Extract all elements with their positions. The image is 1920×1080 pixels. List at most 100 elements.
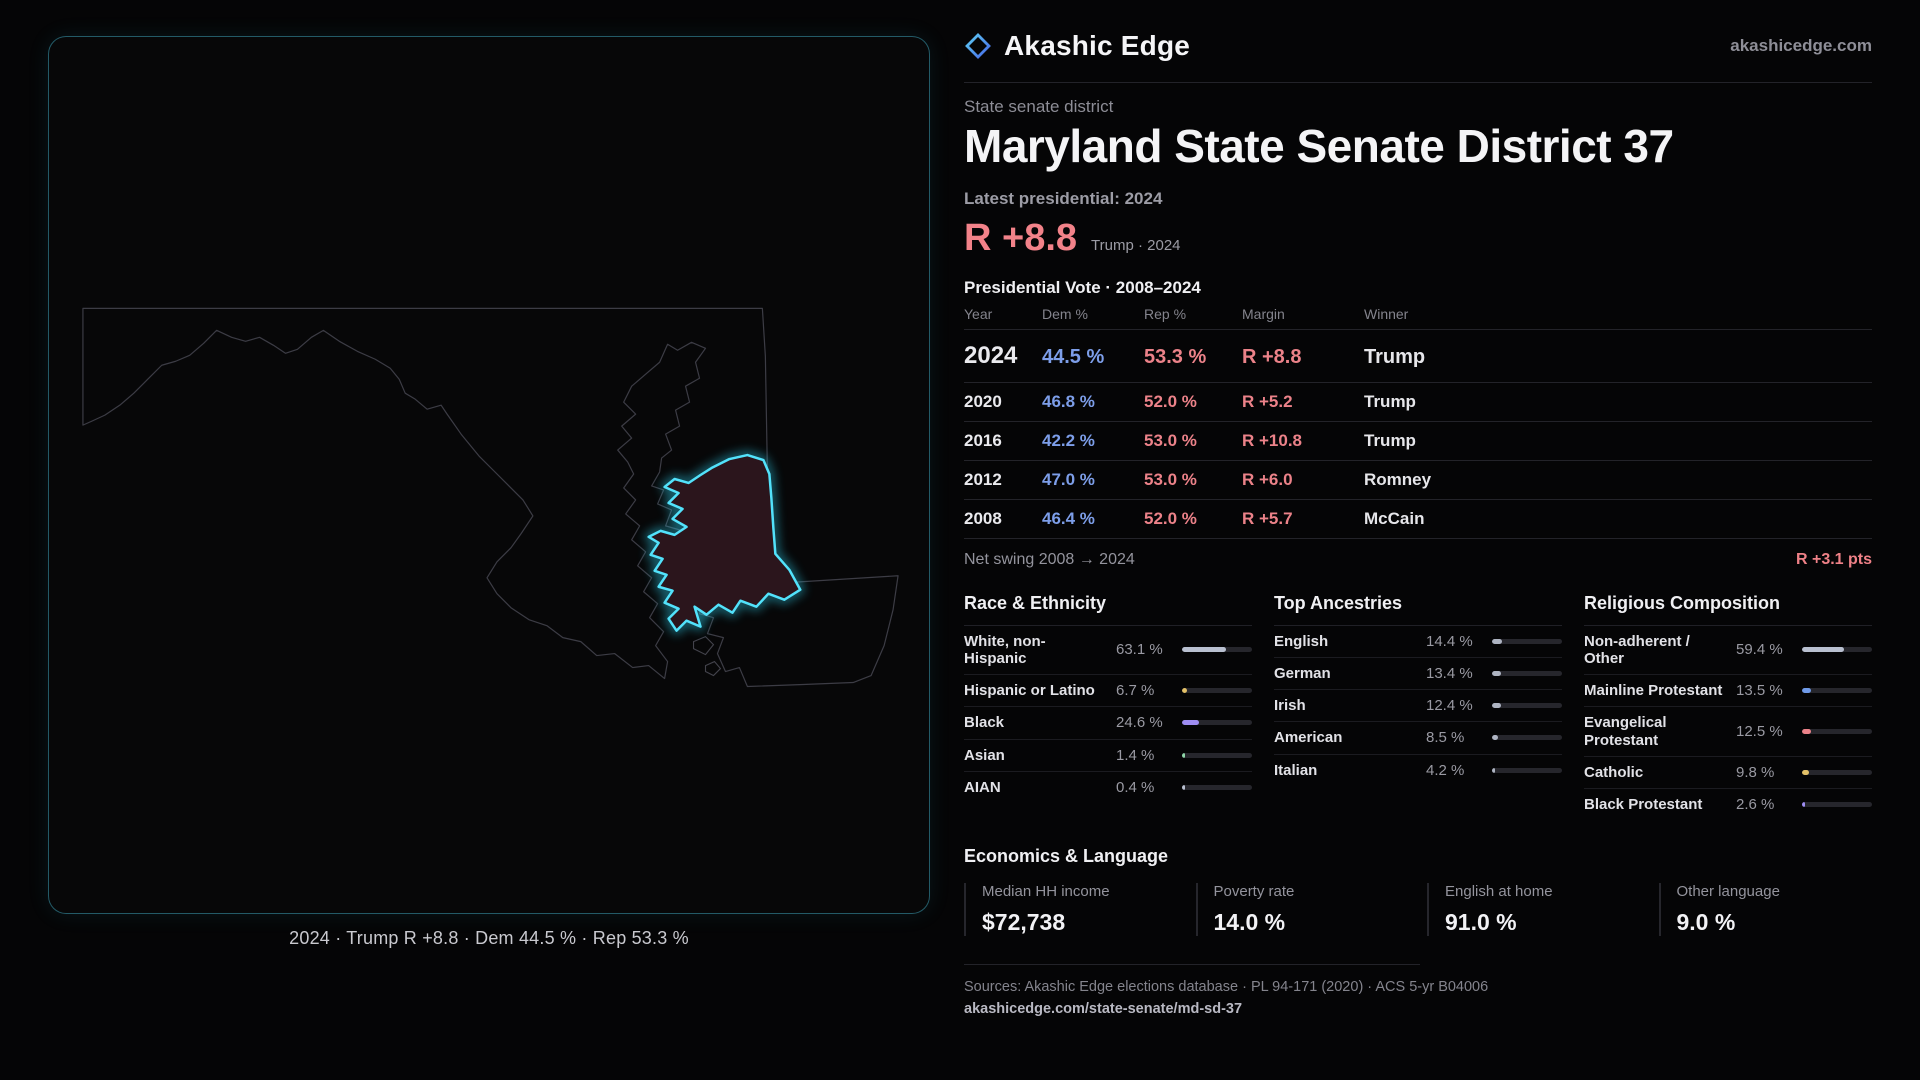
vote-col-dem: Dem %	[1042, 305, 1088, 322]
vote-row-2020: 2020 46.8 % 52.0 % R +5.2 Trump	[964, 383, 1872, 422]
demo-group-top-ancestries: Top Ancestries English 14.4 % German 13.4 % I…	[1274, 593, 1562, 821]
demo-bar	[1802, 802, 1872, 808]
demo-bar-fill	[1182, 647, 1227, 653]
vote-winner: McCain	[1364, 508, 1425, 528]
demo-row: German 13.4 %	[1274, 658, 1562, 691]
demo-bar-fill	[1182, 720, 1200, 726]
vote-dem-pct: 42.2 %	[1042, 430, 1095, 450]
demo-bar	[1492, 735, 1562, 741]
demo-label: Black	[964, 714, 1005, 732]
vote-dem-pct: 46.8 %	[1042, 391, 1095, 411]
demo-row: Black Protestant 2.6 %	[1584, 789, 1872, 820]
demo-label: Irish	[1274, 697, 1306, 715]
vote-rep-pct: 53.3 %	[1144, 345, 1207, 368]
demo-value: 9.8 %	[1736, 763, 1775, 781]
demo-value: 1.4 %	[1116, 746, 1155, 764]
demo-row: Black 24.6 %	[964, 707, 1252, 740]
vote-margin: R +10.8	[1242, 430, 1303, 450]
demo-bar	[1182, 752, 1252, 758]
demo-value: 8.5 %	[1426, 729, 1465, 747]
demo-bar	[1802, 688, 1872, 694]
demo-bar	[1182, 784, 1252, 790]
demo-label: Mainline Protestant	[1584, 682, 1723, 700]
vote-year: 2016	[964, 430, 1002, 450]
demo-label: German	[1274, 664, 1331, 682]
stat-value: 14.0 %	[1213, 909, 1286, 936]
margin-row: R +8.8 Trump · 2024	[964, 217, 1872, 260]
stat-value: $72,738	[982, 909, 1066, 936]
demo-bar-fill	[1802, 769, 1809, 775]
demo-bar-fill	[1182, 784, 1185, 790]
demo-row: Asian 1.4 %	[964, 740, 1252, 772]
demo-value: 14.4 %	[1426, 632, 1473, 650]
demo-label: Non-adherent / Other	[1584, 632, 1690, 667]
demo-value: 24.6 %	[1116, 714, 1163, 732]
demo-label: Italian	[1274, 761, 1318, 779]
vote-table-header: Year Dem % Rep % Margin Winner	[964, 298, 1872, 330]
demo-label: White, non-Hispanic	[964, 632, 1046, 667]
demo-value: 12.5 %	[1736, 723, 1783, 741]
demo-row: Non-adherent / Other 59.4 %	[1584, 626, 1872, 676]
stat-median-hh-income: Median HH income $72,738	[964, 883, 1178, 937]
kicker: State senate district	[964, 97, 1114, 116]
stat-other-language: Other language 9.0 %	[1658, 883, 1873, 937]
demo-row: AIAN 0.4 %	[964, 772, 1252, 803]
economics-title: Economics & Language	[964, 846, 1169, 867]
vote-year: 2008	[964, 508, 1002, 528]
site-link[interactable]: akashicedge.com	[1730, 36, 1872, 55]
demo-row: Evangelical Protestant 12.5 %	[1584, 707, 1872, 757]
permalink[interactable]: akashicedge.com/state-senate/md-sd-37	[964, 1001, 1243, 1018]
vote-rep-pct: 53.0 %	[1144, 430, 1197, 450]
brand-header: Akashic Edge akashicedge.com	[964, 30, 1872, 83]
vote-year: 2020	[964, 391, 1002, 411]
vote-margin: R +6.0	[1242, 469, 1293, 489]
info-panel: Akashic Edge akashicedge.com State senat…	[964, 30, 1872, 1017]
vote-winner: Trump	[1364, 345, 1426, 368]
district-37-shape[interactable]	[647, 453, 802, 632]
vote-winner: Trump	[1364, 430, 1416, 450]
demo-bar-fill	[1802, 688, 1812, 694]
demo-row: Irish 12.4 %	[1274, 690, 1562, 723]
demo-row: Italian 4.2 %	[1274, 755, 1562, 786]
vote-dem-pct: 47.0 %	[1042, 469, 1095, 489]
demo-label: Evangelical Protestant	[1584, 714, 1667, 749]
demo-group-title: Race & Ethnicity	[964, 593, 1252, 626]
net-swing-label: Net swing 2008 → 2024	[964, 550, 1135, 568]
sources-text: Sources: Akashic Edge elections database…	[964, 979, 1489, 996]
vote-dem-pct: 46.4 %	[1042, 508, 1095, 528]
vote-row-2016: 2016 42.2 % 53.0 % R +10.8 Trump	[964, 422, 1872, 461]
demo-label: Hispanic or Latino	[964, 682, 1095, 700]
vote-year: 2012	[964, 469, 1002, 489]
demo-value: 0.4 %	[1116, 778, 1155, 796]
demo-bar	[1492, 767, 1562, 773]
demo-group-religious-composition: Religious Composition Non-adherent / Othe…	[1584, 593, 1872, 821]
vote-table-body: 2024 44.5 % 53.3 % R +8.8 Trump 2020 46.8 % 52.…	[964, 330, 1872, 539]
vote-winner: Romney	[1364, 469, 1432, 489]
demo-bar	[1492, 703, 1562, 709]
demo-group-title: Top Ancestries	[1274, 593, 1562, 626]
demo-group-title: Religious Composition	[1584, 593, 1872, 626]
demo-bar-fill	[1492, 735, 1498, 741]
bay-island	[704, 660, 722, 677]
economics-section: Economics & Language Median HH income $72…	[964, 846, 1873, 937]
vote-col-rep: Rep %	[1144, 305, 1187, 322]
vote-col-margin: Margin	[1242, 305, 1285, 322]
demo-row: Mainline Protestant 13.5 %	[1584, 675, 1872, 708]
demo-bar	[1492, 670, 1562, 676]
margin-note: Trump · 2024	[1091, 236, 1181, 254]
demo-label: Asian	[964, 746, 1005, 764]
demo-value: 12.4 %	[1426, 697, 1473, 715]
demo-value: 63.1 %	[1116, 641, 1163, 659]
stat-value: 91.0 %	[1445, 909, 1517, 936]
bay-island	[692, 635, 715, 656]
map-caption: 2024 · Trump R +8.8 · Dem 44.5 % · Rep 5…	[289, 928, 689, 948]
vote-margin: R +5.7	[1242, 508, 1293, 528]
vote-dem-pct: 44.5 %	[1042, 345, 1105, 368]
economics-stats: Median HH income $72,738 Poverty rate 14.0 …	[964, 883, 1873, 937]
demo-value: 13.5 %	[1736, 682, 1783, 700]
demo-bar	[1182, 647, 1252, 653]
demo-label: American	[1274, 729, 1343, 747]
vote-col-winner: Winner	[1364, 305, 1409, 322]
vote-rep-pct: 52.0 %	[1144, 508, 1197, 528]
page-title: Maryland State Senate District 37	[964, 120, 1674, 172]
